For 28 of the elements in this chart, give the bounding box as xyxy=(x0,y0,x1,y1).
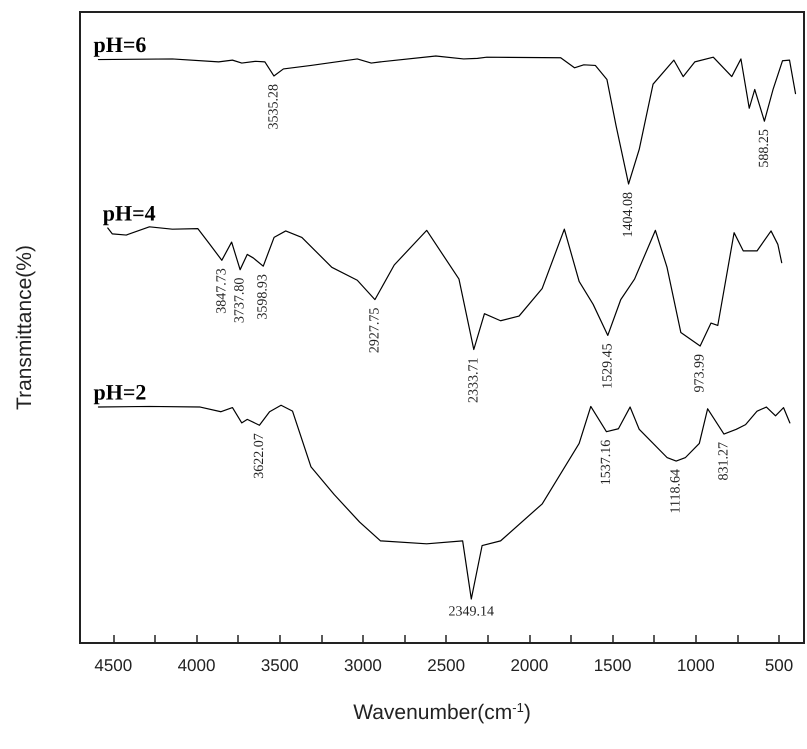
annotation: 1118.64 xyxy=(668,469,684,514)
annotation: 3535.28 xyxy=(266,84,282,130)
annotation: 2927.75 xyxy=(367,308,382,354)
annotation: 973.99 xyxy=(692,354,708,392)
series-label: pH=6 xyxy=(93,32,146,58)
x-tick-label: 4500 xyxy=(94,656,132,675)
annotation: 588.25 xyxy=(756,129,772,168)
annotation: 2333.71 xyxy=(466,358,482,404)
annotation: 3847.73 xyxy=(214,268,230,314)
annotation: 3598.93 xyxy=(256,274,271,320)
x-tick-label: 2000 xyxy=(510,656,548,675)
x-tick-label: 3500 xyxy=(260,656,299,675)
x-tick-label: 1000 xyxy=(676,656,715,675)
annotation: 831.27 xyxy=(716,442,732,481)
annotation: 2349.14 xyxy=(448,604,494,620)
x-tick-label: 500 xyxy=(764,656,794,675)
series-label: pH=4 xyxy=(102,200,156,226)
x-tick-label: 3000 xyxy=(344,656,382,675)
annotation: 1537.16 xyxy=(598,440,614,486)
y-axis-title: Transmittance(%) xyxy=(13,245,36,410)
x-tick-label: 2500 xyxy=(427,656,466,675)
annotation: 3737.80 xyxy=(232,278,248,324)
annotation: 1529.45 xyxy=(600,343,616,389)
annotation: 1404.08 xyxy=(621,192,636,238)
series-label: pH=2 xyxy=(93,380,146,405)
annotation: 3622.07 xyxy=(252,433,267,479)
x-tick-label: 1500 xyxy=(594,656,632,675)
x-tick-label: 4000 xyxy=(178,656,216,675)
